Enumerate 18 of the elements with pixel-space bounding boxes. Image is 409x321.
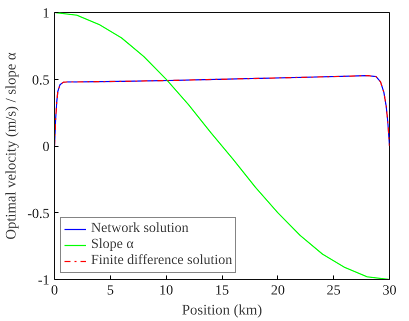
- legend-label: Network solution: [91, 221, 189, 237]
- x-axis-title: Position (km): [182, 302, 262, 318]
- legend-label: Slope α: [91, 237, 134, 253]
- y-tick-label: -0.5: [27, 206, 50, 222]
- legend-label: Finite difference solution: [91, 253, 232, 269]
- y-tick-label: 1: [42, 6, 50, 22]
- y-tick-label: 0: [42, 140, 50, 155]
- x-tick-label: 10: [159, 284, 174, 298]
- y-tick-label: 0.5: [32, 73, 50, 88]
- x-tick-label: 25: [326, 284, 341, 298]
- x-tick-label: 20: [270, 284, 285, 298]
- line-series: [54, 12, 390, 280]
- y-tick-label: -1: [38, 274, 50, 288]
- x-tick-label: 30: [382, 284, 396, 298]
- x-tick-label: 5: [106, 284, 114, 298]
- x-tick-label: 15: [215, 284, 229, 298]
- y-axis-title: Optimal velocity (m/s) / slope α: [3, 52, 20, 240]
- line-series: [54, 75, 390, 147]
